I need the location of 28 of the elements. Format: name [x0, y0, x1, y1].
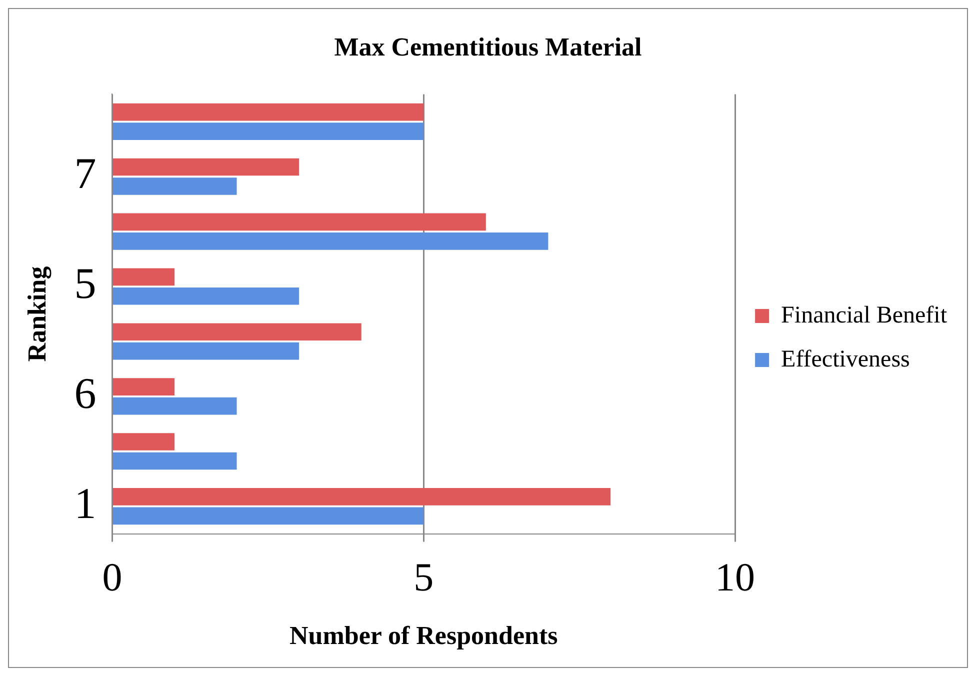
x-tick-label: 10	[715, 554, 756, 600]
bar	[112, 433, 174, 450]
y-tick-label: 7	[74, 149, 96, 198]
bar	[112, 452, 237, 470]
bar	[112, 323, 362, 341]
bar	[112, 158, 300, 176]
x-tick-label: 0	[102, 554, 122, 600]
legend-label: Effectiveness	[781, 346, 910, 372]
bar	[112, 507, 424, 525]
bar	[112, 287, 300, 305]
legend-label: Financial Benefit	[781, 302, 948, 328]
bar	[112, 488, 610, 506]
bar	[112, 268, 174, 286]
bar	[112, 397, 237, 415]
chart-title: Max Cementitious Material	[334, 32, 642, 62]
bar	[112, 122, 424, 140]
bar	[112, 103, 424, 121]
bar	[112, 342, 300, 360]
bar	[112, 213, 486, 231]
bar	[112, 378, 174, 396]
y-axis-title: Ranking	[22, 266, 52, 362]
x-tick-label: 5	[414, 554, 434, 600]
x-axis-title: Number of Respondents	[290, 621, 558, 650]
y-tick-label: 5	[74, 259, 96, 308]
y-tick-label: 1	[74, 478, 96, 528]
y-tick-label: 6	[74, 368, 96, 418]
bar	[112, 232, 548, 250]
bar	[112, 178, 237, 195]
